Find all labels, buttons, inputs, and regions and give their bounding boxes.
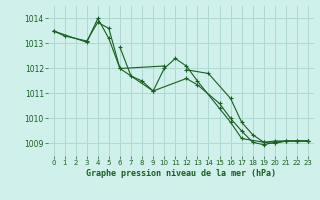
X-axis label: Graphe pression niveau de la mer (hPa): Graphe pression niveau de la mer (hPa) xyxy=(86,169,276,178)
